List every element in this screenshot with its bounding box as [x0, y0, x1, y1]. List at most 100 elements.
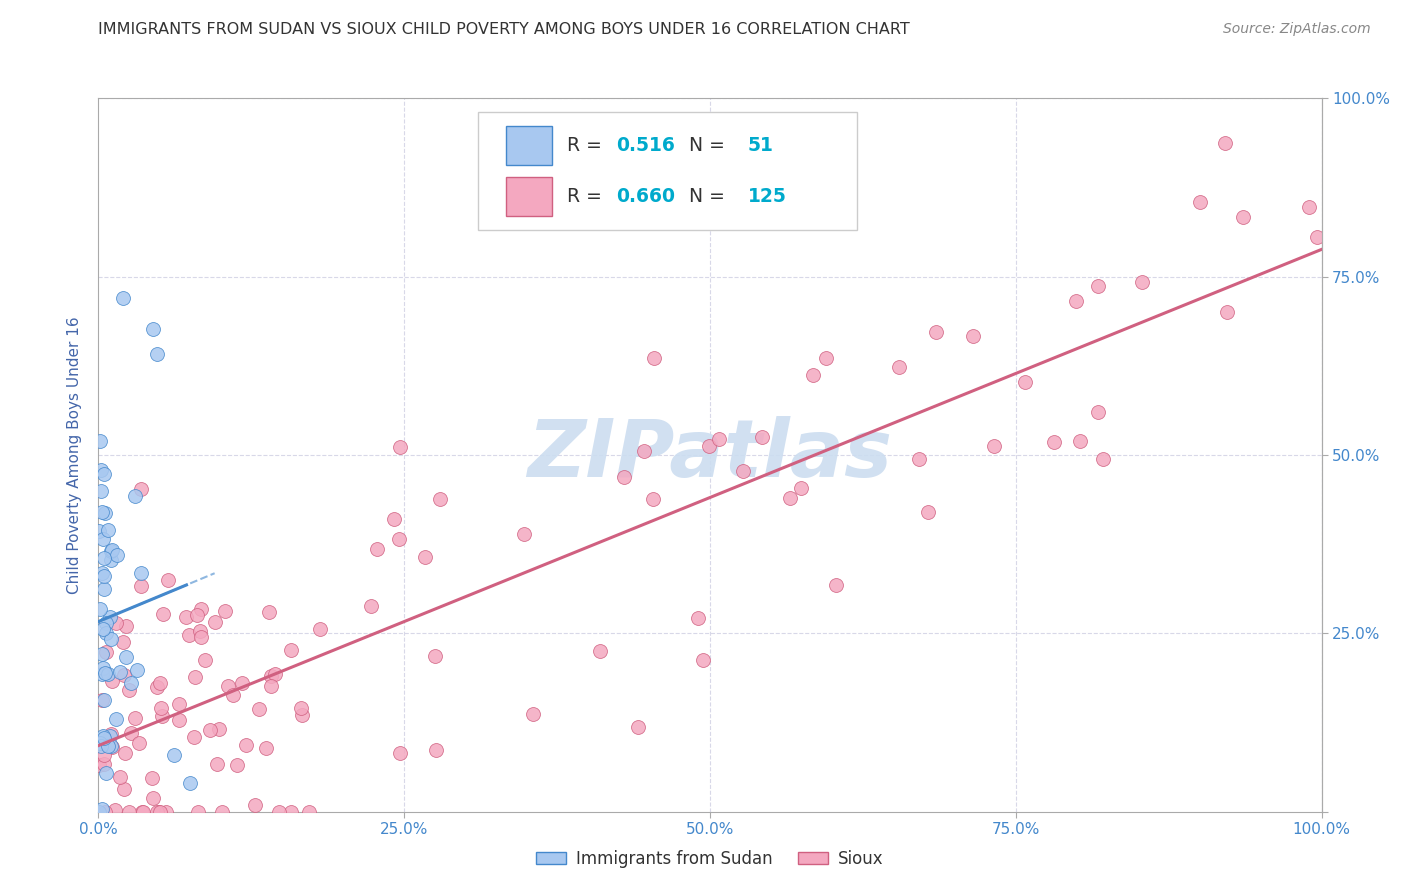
Point — [1188, 194, 1211, 209]
Point — [89, 736, 111, 750]
Point — [825, 578, 848, 592]
Text: N =: N = — [678, 187, 731, 206]
Point — [112, 667, 135, 681]
Point — [388, 746, 411, 760]
Point — [90, 666, 112, 681]
Point — [925, 325, 948, 339]
Point — [267, 805, 290, 819]
Point — [697, 439, 720, 453]
Point — [100, 727, 122, 741]
Point — [190, 602, 212, 616]
Text: 125: 125 — [748, 187, 787, 206]
Point — [100, 673, 122, 688]
Point — [98, 729, 121, 743]
Point — [93, 756, 115, 771]
Point — [131, 805, 153, 819]
Point — [91, 693, 114, 707]
Point — [186, 608, 208, 623]
FancyBboxPatch shape — [506, 126, 553, 165]
Point — [257, 605, 280, 619]
Point — [111, 291, 134, 305]
Point — [1298, 201, 1320, 215]
Point — [627, 720, 650, 734]
Point — [187, 805, 209, 819]
Point — [259, 679, 281, 693]
Point — [157, 573, 180, 587]
Point — [983, 439, 1005, 453]
Point — [264, 666, 287, 681]
Point — [413, 549, 436, 564]
Point — [91, 802, 114, 816]
Point — [1213, 136, 1236, 151]
Point — [429, 492, 451, 507]
Point — [91, 729, 114, 743]
Point — [382, 512, 405, 526]
Point — [98, 610, 121, 624]
Point — [643, 351, 665, 365]
Point — [198, 723, 221, 738]
Point — [589, 644, 612, 658]
Point — [1014, 375, 1036, 389]
Point — [247, 702, 270, 716]
Point — [87, 757, 110, 772]
Point — [360, 599, 382, 614]
Point — [1064, 293, 1087, 308]
Point — [110, 770, 132, 784]
Point — [423, 649, 446, 664]
Point — [190, 630, 212, 644]
Point — [89, 602, 111, 616]
Point — [815, 351, 838, 365]
Text: ZIPatlas: ZIPatlas — [527, 416, 893, 494]
Point — [190, 624, 212, 638]
Point — [1232, 210, 1254, 224]
Point — [291, 707, 314, 722]
Point — [115, 649, 138, 664]
Point — [633, 444, 655, 458]
Point — [91, 622, 114, 636]
Point — [1130, 275, 1153, 289]
Point — [90, 463, 112, 477]
Point — [105, 712, 128, 726]
Point — [97, 666, 120, 681]
Text: IMMIGRANTS FROM SUDAN VS SIOUX CHILD POVERTY AMONG BOYS UNDER 16 CORRELATION CHA: IMMIGRANTS FROM SUDAN VS SIOUX CHILD POV… — [98, 22, 910, 37]
Point — [129, 579, 152, 593]
Text: 0.660: 0.660 — [616, 187, 675, 206]
Point — [366, 541, 388, 556]
Point — [93, 693, 115, 707]
Point — [425, 742, 447, 756]
Point — [118, 683, 141, 698]
Point — [641, 491, 664, 506]
Point — [290, 701, 312, 715]
Point — [124, 710, 146, 724]
Point — [179, 776, 201, 790]
Point — [94, 665, 117, 680]
Point — [167, 697, 190, 711]
Point — [779, 491, 801, 505]
Point — [280, 805, 302, 819]
Point — [917, 505, 939, 519]
Point — [101, 739, 124, 754]
Point — [692, 653, 714, 667]
Point — [94, 805, 117, 819]
Point — [94, 625, 117, 640]
Point — [208, 723, 231, 737]
Point — [115, 619, 138, 633]
Point — [125, 663, 148, 677]
Text: N =: N = — [678, 136, 731, 155]
Point — [114, 746, 136, 760]
Point — [91, 505, 114, 519]
Point — [100, 543, 122, 558]
Point — [1042, 434, 1064, 449]
Point — [97, 739, 120, 753]
Point — [132, 805, 155, 819]
Point — [260, 669, 283, 683]
Text: R =: R = — [567, 136, 607, 155]
Point — [231, 676, 253, 690]
Point — [93, 551, 115, 566]
FancyBboxPatch shape — [506, 178, 553, 217]
Point — [962, 328, 984, 343]
Point — [1087, 405, 1109, 419]
Point — [141, 790, 163, 805]
Point — [298, 805, 321, 819]
Point — [688, 611, 710, 625]
